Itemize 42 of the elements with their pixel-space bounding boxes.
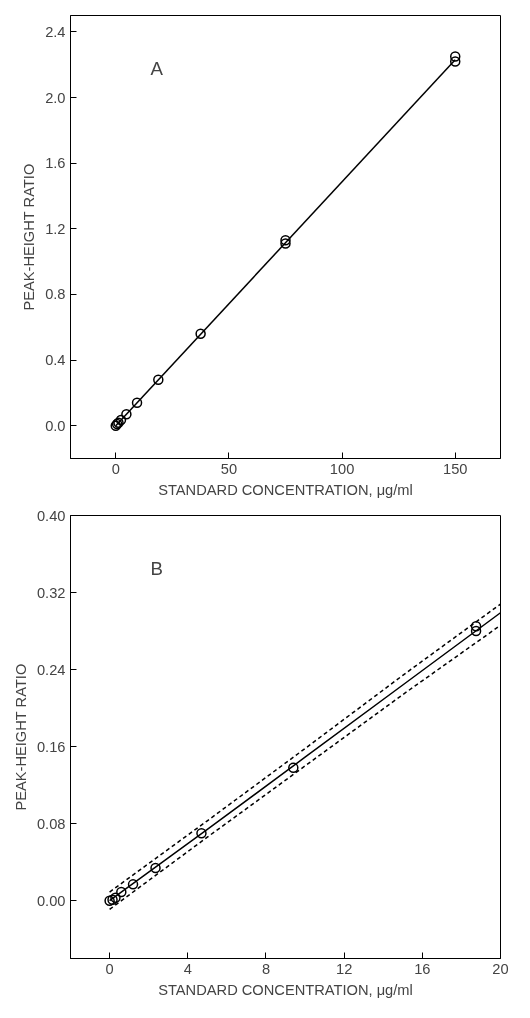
point xyxy=(153,374,164,385)
x-tick-label: 50 xyxy=(220,460,238,477)
y-tick-label: 0.4 xyxy=(45,352,66,369)
y-tick-label: 2.0 xyxy=(45,89,66,106)
point xyxy=(449,51,461,62)
x-tick-label: 16 xyxy=(414,960,431,977)
y-tick-label: 0.40 xyxy=(36,507,66,524)
x-tick-label: 20 xyxy=(492,960,509,977)
x-tick-label: 150 xyxy=(443,460,468,477)
annotation: B xyxy=(150,557,163,579)
point xyxy=(121,408,132,420)
x-tick-label: 0 xyxy=(105,960,114,977)
point xyxy=(195,328,206,340)
x-tick-label: 12 xyxy=(335,960,353,977)
y-tick-label: 1.6 xyxy=(45,155,66,172)
point xyxy=(470,621,482,632)
y-axis-title: PEAK-HEIGHT RATIO xyxy=(12,663,29,811)
y-tick-label: 0.00 xyxy=(36,892,66,909)
point xyxy=(449,56,461,67)
x-tick-label: 0 xyxy=(111,460,120,477)
y-tick-label: 1.2 xyxy=(45,220,66,237)
x-axis-title: STANDARD CONCENTRATION, μg/ml xyxy=(158,481,413,498)
x-tick-label: 8 xyxy=(261,960,271,977)
x-tick-label: 4 xyxy=(183,960,192,977)
point xyxy=(288,762,299,774)
point xyxy=(196,828,207,839)
y-tick-label: 0.8 xyxy=(45,286,66,303)
y-tick-label: 0.32 xyxy=(36,584,66,601)
point xyxy=(470,625,482,637)
y-tick-label: 0.24 xyxy=(36,661,66,678)
x-tick-label: 100 xyxy=(329,460,355,477)
point xyxy=(127,879,139,890)
y-tick-label: 0.16 xyxy=(36,738,66,755)
point xyxy=(131,397,143,408)
y-axis-title: PEAK-HEIGHT RATIO xyxy=(21,163,38,311)
y-tick-label: 2.4 xyxy=(45,23,66,40)
y-tick-label: 0.08 xyxy=(36,815,66,832)
point xyxy=(150,862,161,874)
point xyxy=(116,886,127,898)
y-tick-label: 0.0 xyxy=(45,417,66,434)
annotation: A xyxy=(150,57,164,79)
x-axis-title: STANDARD CONCENTRATION, μg/ml xyxy=(158,981,413,998)
